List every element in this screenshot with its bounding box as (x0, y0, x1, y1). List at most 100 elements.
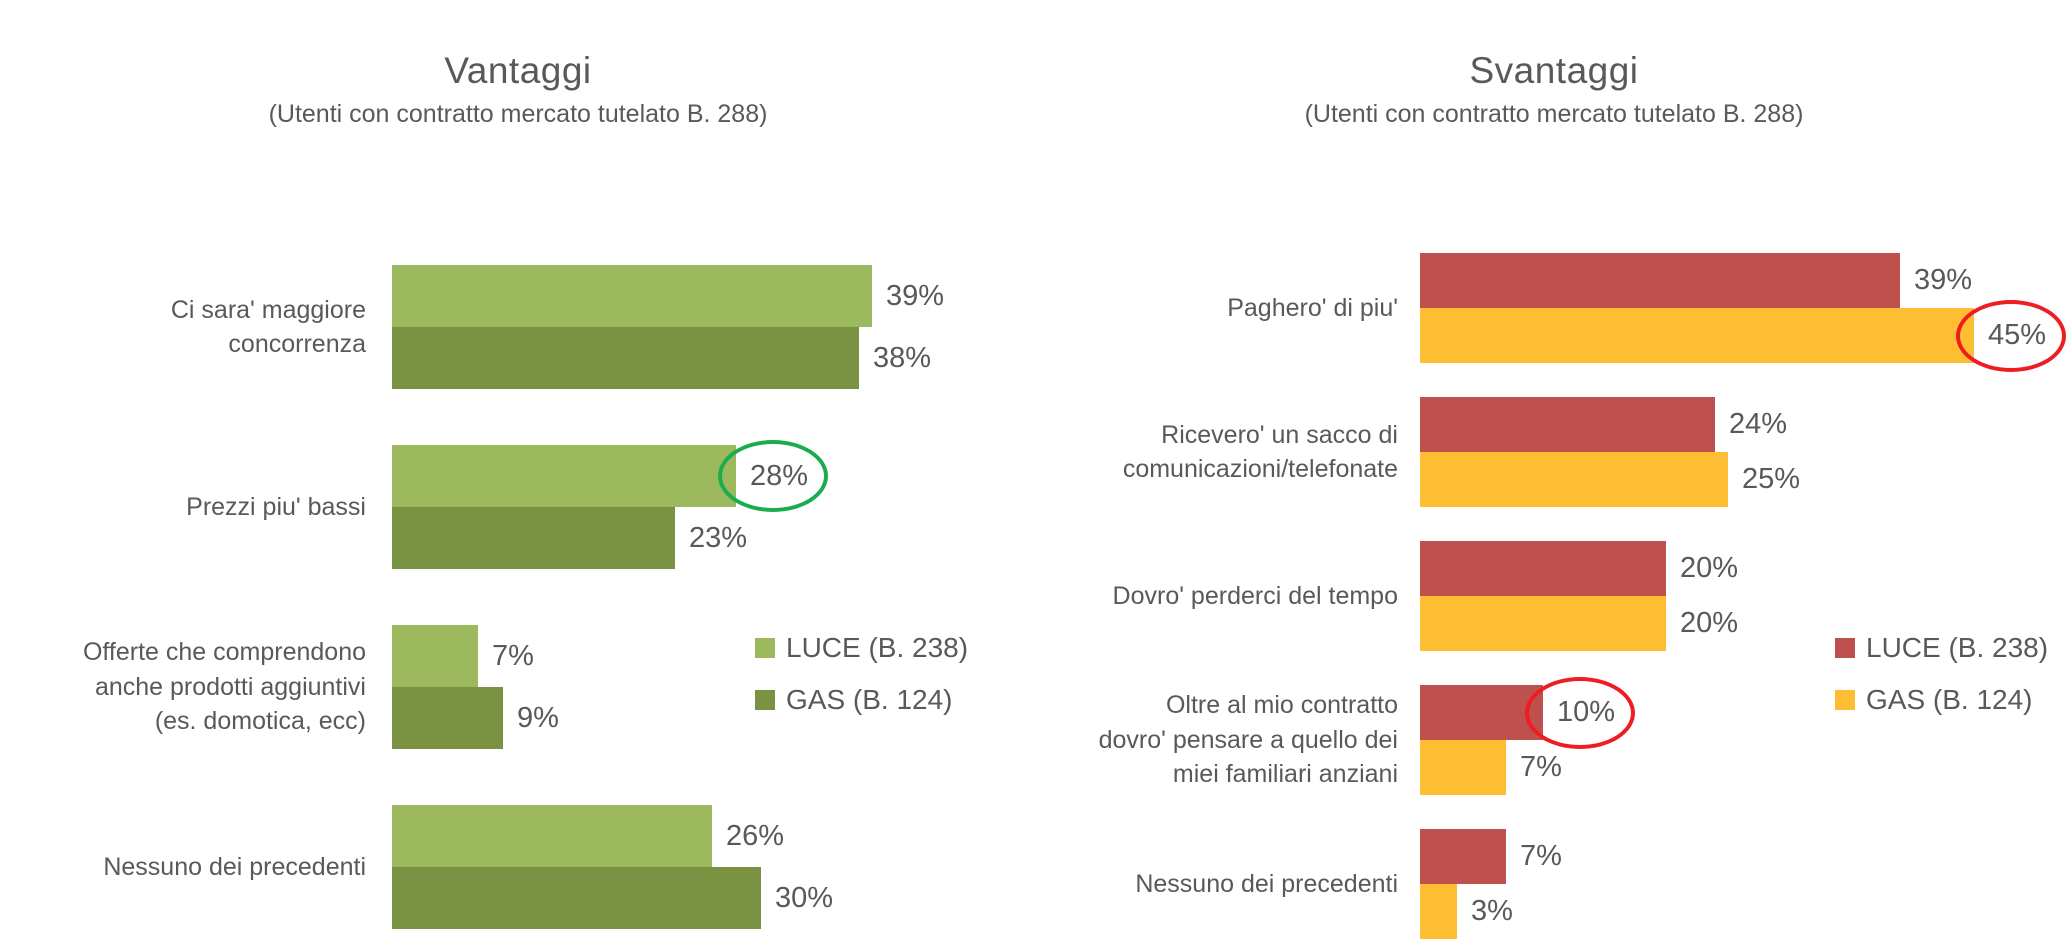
bar-group: 26% 30% (392, 805, 1036, 929)
bar-line-luce: 26% (392, 805, 1036, 867)
bar-line-luce: 28% (392, 440, 1036, 512)
value-text: 30% (775, 881, 834, 914)
bar-group: 7% 9% (392, 625, 1036, 749)
legend: LUCE (B. 238) GAS (B. 124) (1835, 632, 2048, 716)
bar-line-gas: 7% (1420, 740, 2072, 795)
bar-line-gas: 45% (1420, 299, 2072, 372)
bar-line-gas: 25% (1420, 452, 2072, 507)
bar-luce (392, 625, 478, 687)
bar-line-luce: 7% (392, 625, 1036, 687)
bar-luce (1420, 541, 1666, 596)
legend-label: GAS (B. 124) (1866, 684, 2033, 715)
chart-vantaggi: Vantaggi (Utenti con contratto mercato t… (0, 0, 1036, 929)
category-label: Nessuno dei precedenti (103, 852, 366, 881)
value-label: 39% (886, 280, 944, 313)
value-text: 23% (689, 521, 748, 554)
bar-luce (1420, 829, 1506, 884)
category-row: Nessuno dei precedenti 7% 3% (1036, 829, 2072, 939)
legend-swatch-luce (1835, 638, 1855, 658)
category-label: Ricevero' un sacco di comunicazioni/tele… (1122, 420, 1398, 484)
category-label: Dovro' perderci del tempo (1112, 581, 1398, 610)
bar-group: 20% 20% (1420, 541, 2072, 651)
category-row: Paghero' di piu' 39% 45% (1036, 253, 2072, 372)
value-label: 20% (1680, 552, 1738, 585)
bar-line-luce: 39% (392, 265, 1036, 327)
bar-line-luce: 39% (1420, 253, 2072, 308)
bar-group: 7% 3% (1420, 829, 2072, 939)
category-label: Prezzi piu' bassi (186, 492, 366, 521)
chart-subtitle: (Utenti con contratto mercato tutelato B… (1304, 100, 1804, 128)
bar-line-gas: 30% (392, 867, 1036, 929)
bar-luce (1420, 253, 1900, 308)
legend-label: GAS (B. 124) (786, 684, 953, 715)
chart-title: Svantaggi (1469, 50, 1639, 91)
legend-item-luce: LUCE (B. 238) (1835, 632, 2048, 664)
bar-gas (1420, 596, 1666, 651)
bar-gas (1420, 452, 1728, 507)
bar-line-gas: 23% (392, 507, 1036, 569)
value-label: 3% (1471, 895, 1513, 928)
legend-item-gas: GAS (B. 124) (1835, 684, 2048, 716)
category-row: Nessuno dei precedenti 26% 30% (0, 805, 1036, 929)
value-label: 24% (1729, 408, 1787, 441)
bar-gas (1420, 740, 1506, 795)
legend-swatch-gas (755, 690, 775, 710)
bar-luce (392, 265, 872, 327)
bar-luce (1420, 685, 1543, 740)
bar-line-gas: 20% (1420, 596, 2072, 651)
value-label: 7% (1520, 751, 1562, 784)
legend-label: LUCE (B. 238) (786, 632, 969, 663)
value-label: 7% (492, 640, 534, 673)
legend-item-luce: LUCE (B. 238) (755, 632, 968, 664)
value-text: 7% (1520, 751, 1562, 783)
value-text: 38% (873, 341, 932, 374)
bar-line-luce: 20% (1420, 541, 2072, 596)
value-text: 39% (1914, 264, 1973, 296)
category-label: Ci sara' maggiore concorrenza (170, 295, 366, 359)
value-label-circled: 45% (1956, 299, 2066, 372)
bar-gas (1420, 308, 1974, 363)
bar-gas (392, 687, 503, 749)
bar-group: 39% 45% (1420, 253, 2072, 372)
value-label: 7% (1520, 840, 1562, 873)
plot-area: Paghero' di piu' 39% 45% (1036, 253, 2072, 948)
category-row: Prezzi piu' bassi 28% 23% (0, 440, 1036, 569)
value-text: 10% (1557, 696, 1616, 728)
legend-item-gas: GAS (B. 124) (755, 684, 968, 716)
category-label: Offerte che comprendono anche prodotti a… (82, 638, 366, 736)
category-row: Offerte che comprendono anche prodotti a… (0, 625, 1036, 749)
value-label-circled: 28% (718, 440, 828, 512)
value-label: 25% (1742, 463, 1800, 496)
value-text: 3% (1471, 895, 1513, 927)
bar-group: 28% 23% (392, 440, 1036, 569)
value-text: 39% (886, 279, 945, 312)
value-label: 23% (689, 522, 747, 555)
category-row: Ricevero' un sacco di comunicazioni/tele… (1036, 397, 2072, 507)
chart-title: Vantaggi (444, 50, 592, 91)
bar-luce (392, 445, 736, 507)
value-label: 39% (1914, 264, 1972, 297)
chart-vantaggi-header: Vantaggi (Utenti con contratto mercato t… (0, 0, 1036, 129)
value-label: 26% (726, 820, 784, 853)
value-text: 20% (1680, 607, 1739, 639)
category-label: Nessuno dei precedenti (1135, 869, 1398, 898)
value-text: 7% (1520, 840, 1562, 872)
legend: LUCE (B. 238) GAS (B. 124) (755, 632, 968, 716)
bar-luce (1420, 397, 1715, 452)
value-text: 7% (492, 639, 534, 672)
legend-swatch-luce (755, 638, 775, 658)
bar-gas (392, 327, 859, 389)
value-text: 28% (750, 459, 809, 492)
bar-line-gas: 38% (392, 327, 1036, 389)
bar-line-luce: 7% (1420, 829, 2072, 884)
bar-line-luce: 24% (1420, 397, 2072, 452)
value-text: 9% (517, 701, 559, 734)
category-label: Oltre al mio contratto dovro' pensare a … (1098, 691, 1398, 789)
bar-gas (1420, 884, 1457, 939)
value-text: 25% (1742, 463, 1801, 495)
value-label-circled: 10% (1525, 676, 1635, 749)
bar-line-gas: 9% (392, 687, 1036, 749)
bar-group: 24% 25% (1420, 397, 2072, 507)
category-row: Ci sara' maggiore concorrenza 39% 38% (0, 265, 1036, 389)
